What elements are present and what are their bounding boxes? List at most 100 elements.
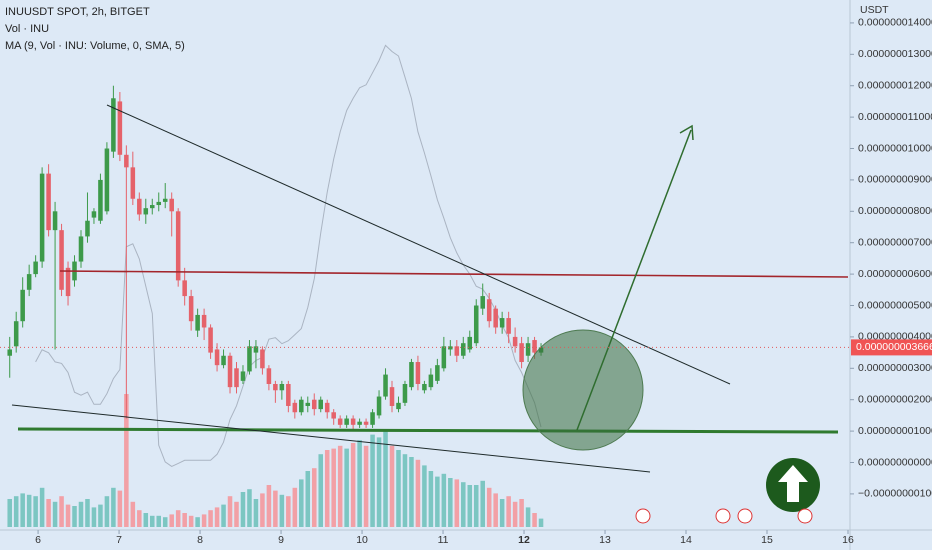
volume-bar [363, 445, 369, 527]
volume-bar [279, 494, 285, 527]
volume-bar [454, 479, 460, 527]
volume-bar [324, 450, 330, 527]
drawings [11, 104, 849, 524]
candle-body [214, 349, 220, 366]
volume-bar [130, 501, 136, 527]
volume-bar [389, 445, 395, 527]
y-tick-label: 0.000000001000 [858, 425, 932, 437]
event-flags [635, 508, 813, 524]
candle-body [104, 148, 110, 212]
candle-body [350, 418, 356, 425]
volume-bar [214, 507, 220, 527]
volume-bar [13, 496, 19, 527]
volume-bar [467, 485, 473, 527]
volume-bar [473, 485, 479, 527]
candle-body [396, 402, 401, 410]
x-tick-label: 9 [278, 534, 284, 546]
volume-bar [175, 510, 181, 527]
candle-body [357, 421, 362, 425]
candle-body [208, 327, 213, 353]
candle-body [428, 374, 434, 388]
volume-bar [117, 490, 123, 527]
volume-bar [59, 496, 64, 527]
candle-body [337, 418, 343, 425]
volume-bar [383, 429, 388, 527]
candle-body [85, 220, 90, 237]
candle-body [7, 349, 12, 356]
candle-body [480, 296, 485, 309]
volume-bar [292, 487, 298, 527]
volume-bar [52, 501, 58, 527]
candle-body [435, 365, 440, 381]
candle-body [266, 368, 272, 384]
candle-body [195, 314, 200, 331]
volume-bar [299, 479, 304, 527]
candle-body [137, 198, 142, 215]
volume-bar [169, 514, 174, 527]
candle-body [33, 261, 38, 275]
volume-bar [124, 394, 129, 527]
candle-body [247, 346, 252, 372]
candle-body [111, 98, 116, 152]
candle-body [305, 402, 311, 406]
candle-body [318, 399, 324, 410]
candle-body [409, 362, 414, 388]
candle-body [324, 402, 330, 413]
candle-body [402, 383, 408, 403]
candle-body [331, 412, 336, 419]
candle-body [383, 374, 388, 397]
volume-bar [266, 485, 272, 527]
volume-bar [253, 499, 259, 527]
y-tick-label: 0.000000008000 [858, 205, 932, 217]
candle-body [26, 274, 32, 290]
candle-body [499, 318, 505, 328]
volume-bar [247, 489, 252, 527]
candle-body [299, 399, 304, 413]
volume-bar [376, 437, 382, 527]
up-arrow [778, 465, 808, 502]
volume-bar [98, 504, 103, 527]
volume-bar [91, 507, 97, 527]
candle-body [98, 179, 103, 221]
candle-body [240, 371, 246, 381]
y-tick-label: 0.000000014000 [858, 17, 932, 29]
candle-body [169, 198, 174, 212]
candle-body [65, 267, 71, 297]
volume-bar [350, 443, 356, 527]
y-tick-label: 0.000000006000 [858, 268, 932, 280]
ma-legend: MA (9, Vol · INU: Volume, 0, SMA, 5) [5, 40, 185, 52]
volume-bar [234, 501, 239, 527]
volume-bar [461, 482, 466, 527]
x-tick-label: 16 [842, 534, 854, 546]
volume-layer [7, 44, 544, 527]
volume-bar [227, 496, 233, 527]
candle-body [286, 383, 291, 406]
volume-bar [137, 510, 142, 527]
candle-body [311, 399, 317, 410]
volume-bar [195, 517, 200, 527]
x-tick-label: 10 [356, 534, 368, 546]
candle-body [149, 205, 155, 209]
candle-body [227, 355, 233, 388]
y-tick-label: 0.000000003000 [858, 362, 932, 374]
candle-body [130, 167, 136, 199]
volume-bar [493, 493, 498, 527]
candle-body [156, 201, 162, 206]
volume-bar [162, 517, 168, 527]
volume-bar [156, 515, 162, 527]
candle-body [59, 230, 64, 290]
y-tick-label: 0.000000013000 [858, 48, 932, 60]
x-tick-label: 12 [518, 534, 530, 546]
y-axis-label: USDT [860, 4, 889, 16]
volume-bar [402, 454, 408, 527]
candle-body [506, 318, 511, 334]
volume-bar [78, 501, 84, 527]
candle-body [344, 418, 349, 425]
candle-body [91, 211, 97, 218]
volume-bar [370, 434, 375, 527]
volume-bar [357, 440, 362, 527]
volume-bar [486, 487, 492, 527]
y-tick-label: 0.000000011000 [858, 111, 932, 123]
candle-body [422, 383, 427, 391]
